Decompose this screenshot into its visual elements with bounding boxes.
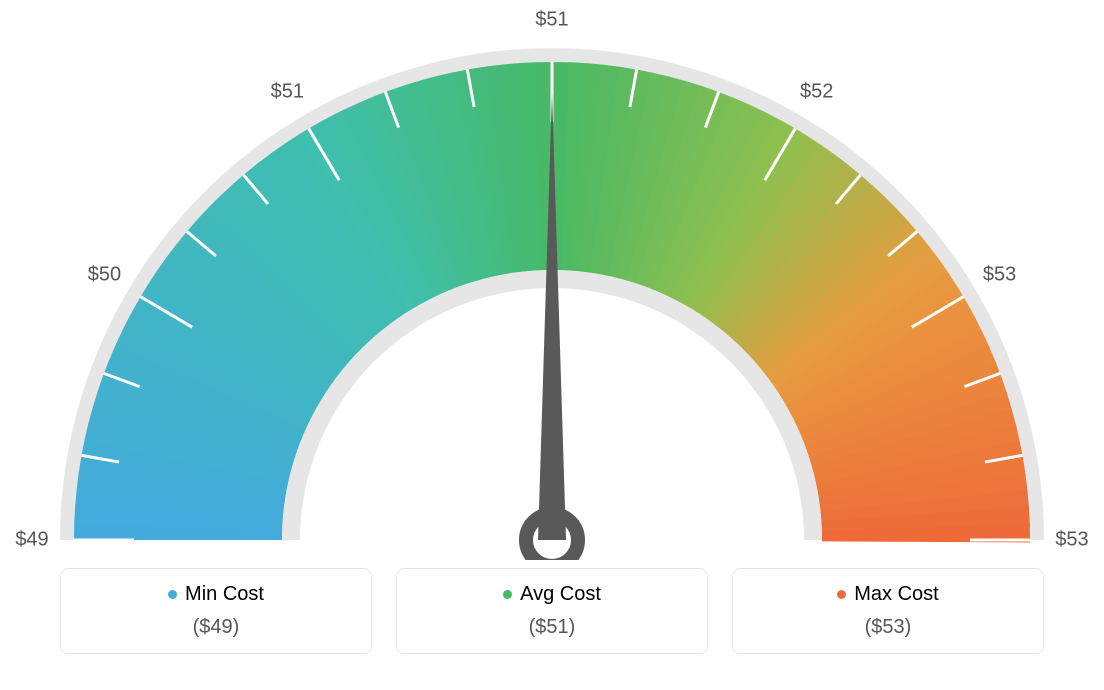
gauge-tick-label: $53 <box>1055 528 1088 550</box>
gauge-tick-label: $51 <box>535 8 568 30</box>
legend-value-max: ($53) <box>743 616 1033 639</box>
legend-value-min: ($49) <box>71 616 361 639</box>
legend-box-min: Min Cost ($49) <box>60 568 372 654</box>
legend-label-max: Max Cost <box>837 583 938 606</box>
legend-box-avg: Avg Cost ($51) <box>396 568 708 654</box>
legend-label-min: Min Cost <box>168 583 264 606</box>
gauge-tick-label: $51 <box>271 81 304 103</box>
gauge-tick-label: $49 <box>15 528 48 550</box>
legend-text-min: Min Cost <box>185 583 264 606</box>
legend-label-avg: Avg Cost <box>503 583 601 606</box>
gauge-chart: $49 $50 $51 $51 $52 $53 $53 <box>0 0 1104 560</box>
legend-value-avg: ($51) <box>407 616 697 639</box>
legend-box-max: Max Cost ($53) <box>732 568 1044 654</box>
legend-row: Min Cost ($49) Avg Cost ($51) Max Cost (… <box>0 560 1104 654</box>
legend-dot-min <box>168 590 177 599</box>
gauge-tick-label: $53 <box>983 264 1016 286</box>
gauge-tick-label: $52 <box>800 81 833 103</box>
legend-text-avg: Avg Cost <box>520 583 601 606</box>
legend-dot-avg <box>503 590 512 599</box>
legend-dot-max <box>837 590 846 599</box>
legend-text-max: Max Cost <box>854 583 938 606</box>
gauge-svg: $49 $50 $51 $51 $52 $53 $53 <box>0 0 1104 560</box>
gauge-tick-label: $50 <box>88 264 121 286</box>
